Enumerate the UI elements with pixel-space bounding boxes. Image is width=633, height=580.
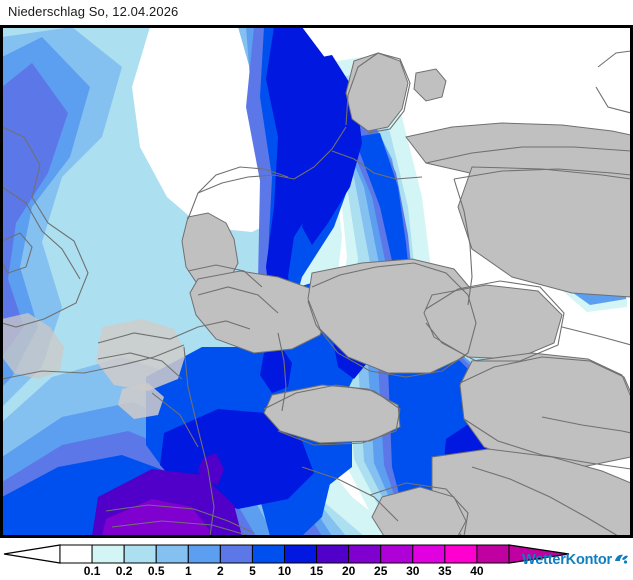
legend-band-1 [91, 544, 125, 564]
map-border [2, 27, 631, 536]
legend-arrow-left [3, 544, 61, 564]
land-germany [307, 258, 481, 374]
legend-tick-35: 35 [438, 564, 452, 578]
land-denmark-island [413, 68, 447, 102]
border-hungary [541, 416, 631, 434]
land-czech [423, 284, 563, 360]
legend: 0.1 0.2 0.5 1 2 5 10 15 20 25 30 35 40 [0, 540, 633, 580]
land-italy [371, 486, 467, 536]
border-switzerland [263, 384, 401, 446]
legend-band-8 [316, 544, 350, 564]
border-italy [369, 482, 469, 536]
border-baltic [425, 146, 631, 164]
legend-band-0 [59, 544, 93, 564]
precip-band-15b [198, 453, 224, 485]
land-belgium-germany-west [189, 270, 329, 354]
border-belgium [197, 286, 279, 314]
legend-band-3 [155, 544, 189, 564]
precip-band-2c [246, 27, 322, 536]
precipitation-map[interactable] [0, 25, 633, 538]
legend-band-11 [412, 544, 446, 564]
legend-tick-2: 2 [217, 564, 224, 578]
land-austria [459, 352, 631, 468]
border-austria-south [463, 418, 631, 470]
legend-band-4 [187, 544, 221, 564]
border-france-interior2 [151, 392, 199, 448]
border-germany-national [307, 262, 477, 378]
border-germany-coast [293, 126, 347, 180]
precip-band-2 [2, 63, 68, 357]
land-greatbritain [2, 313, 64, 379]
legend-tick-0.1: 0.1 [84, 564, 101, 578]
legend-band-7 [284, 544, 318, 564]
border-italy2 [301, 466, 399, 522]
border-france-interior [97, 352, 183, 380]
border-slovakia [561, 326, 631, 346]
border-ireland [2, 232, 33, 274]
legend-band-2 [123, 544, 157, 564]
border-rhine [277, 332, 287, 412]
legend-band-12 [444, 544, 478, 564]
legend-tick-0.2: 0.2 [116, 564, 133, 578]
precip-band-10f [260, 345, 292, 393]
border-uk2 [2, 186, 81, 280]
border-biscay [183, 346, 215, 536]
legend-band-13 [476, 544, 510, 564]
land-france-patch2 [118, 383, 164, 419]
legend-arrow-right-tip [508, 544, 570, 564]
legend-label-group: 0.1 0.2 0.5 1 2 5 10 15 20 25 30 35 40 [84, 564, 484, 578]
border-wadden [197, 174, 295, 194]
border-austria [459, 356, 631, 394]
border-pyrenees [105, 504, 255, 534]
border-netherlands-coast [187, 166, 289, 220]
border-benelux [187, 264, 263, 288]
land-alps [263, 384, 401, 444]
globe-icon [615, 554, 628, 564]
wetterkontor-logo[interactable]: WetterKontor [522, 549, 629, 571]
land-denmark [345, 52, 409, 132]
border-uk [2, 126, 89, 328]
legend-tick-25: 25 [374, 564, 388, 578]
legend-tick-30: 30 [406, 564, 420, 578]
map-canvas [2, 27, 631, 536]
logo-text: WetterKontor [522, 552, 612, 568]
land-poland [457, 166, 631, 298]
border-elbe [331, 150, 423, 180]
legend-tick-5: 5 [249, 564, 256, 578]
page-title: Niederschlag So, 12.04.2026 [8, 4, 179, 19]
title-bar: Niederschlag So, 12.04.2026 [0, 0, 633, 25]
border-czech [425, 280, 565, 362]
legend-tick-1: 1 [185, 564, 192, 578]
legend-tick-0.5: 0.5 [148, 564, 165, 578]
border-balkan [471, 466, 619, 536]
land-group [2, 52, 631, 536]
legend-band-5 [219, 544, 253, 564]
legend-band-6 [251, 544, 285, 564]
legend-tick-10: 10 [278, 564, 292, 578]
legend-band-10 [380, 544, 414, 564]
legend-band-9 [348, 544, 382, 564]
legend-tick-15: 15 [310, 564, 324, 578]
legend-scale[interactable]: 0.1 0.2 0.5 1 2 5 10 15 20 25 30 35 40 [0, 540, 633, 580]
border-sweden [595, 50, 631, 114]
border-pyrenees2 [111, 520, 251, 536]
legend-tick-20: 20 [342, 564, 356, 578]
border-denmark-coast [345, 52, 411, 134]
border-line-group [2, 50, 631, 536]
border-france-north [97, 320, 251, 344]
legend-tick-40: 40 [470, 564, 484, 578]
legend-band-group [59, 544, 510, 564]
border-baltic2 [453, 168, 631, 180]
border-france-coast [2, 344, 185, 380]
